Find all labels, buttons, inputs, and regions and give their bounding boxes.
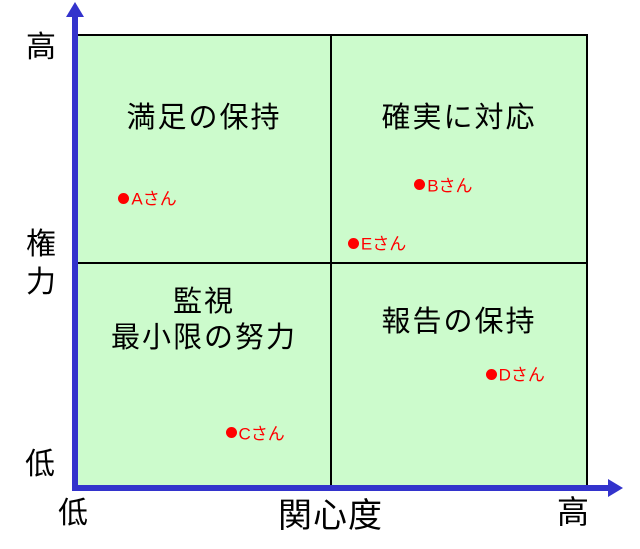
x-axis-high-label: 高 xyxy=(557,494,590,530)
y-axis-low-label: 低 xyxy=(25,448,55,481)
data-point-label: Bさん xyxy=(427,176,473,196)
x-axis-title: 関心度 xyxy=(278,497,383,535)
quadrant-label-top-right: 確実に対応 xyxy=(381,102,537,134)
quadrant-label-bottom-left: 監視 最小限の努力 xyxy=(78,284,330,356)
y-axis-arrowhead-icon xyxy=(66,2,84,17)
data-point-dot-icon xyxy=(347,237,359,249)
x-axis-low-label: 低 xyxy=(58,497,88,530)
data-point-dot-icon xyxy=(485,368,497,380)
data-point: Dさん xyxy=(485,366,545,385)
y-axis-line xyxy=(72,12,78,491)
data-point: Cさん xyxy=(225,424,285,443)
quadrant-label-bottom-left-line2: 最小限の努力 xyxy=(110,322,297,354)
quadrant-divider-horizontal xyxy=(78,262,586,264)
quadrant-divider-vertical xyxy=(330,36,332,485)
quadrant-label-top-left: 満足の保持 xyxy=(126,102,282,134)
data-point-label: Eさん xyxy=(360,234,407,254)
y-axis-title-char2: 力 xyxy=(26,266,56,299)
data-point-dot-icon xyxy=(225,427,237,439)
data-point: Aさん xyxy=(118,190,177,209)
x-axis-arrowhead-icon xyxy=(608,479,623,497)
data-point-label: Dさん xyxy=(498,365,545,385)
plot-area: 満足の保持 確実に対応 監視 最小限の努力 報告の保持 Aさん Bさん Eさん Cさん… xyxy=(78,34,588,485)
y-axis-title: 権 力 xyxy=(26,226,56,302)
data-point-label: Aさん xyxy=(131,189,177,209)
data-point: Bさん xyxy=(414,176,473,195)
quadrant-label-bottom-left-line1: 監視 xyxy=(172,286,235,318)
data-point-dot-icon xyxy=(414,179,426,191)
y-axis-high-label: 高 xyxy=(26,31,56,64)
data-point: Eさん xyxy=(347,235,406,254)
y-axis-title-char1: 権 xyxy=(26,228,56,261)
data-point-dot-icon xyxy=(118,192,130,204)
x-axis-line xyxy=(72,485,610,491)
quadrant-label-bottom-right: 報告の保持 xyxy=(381,306,537,338)
data-point-label: Cさん xyxy=(238,424,285,444)
